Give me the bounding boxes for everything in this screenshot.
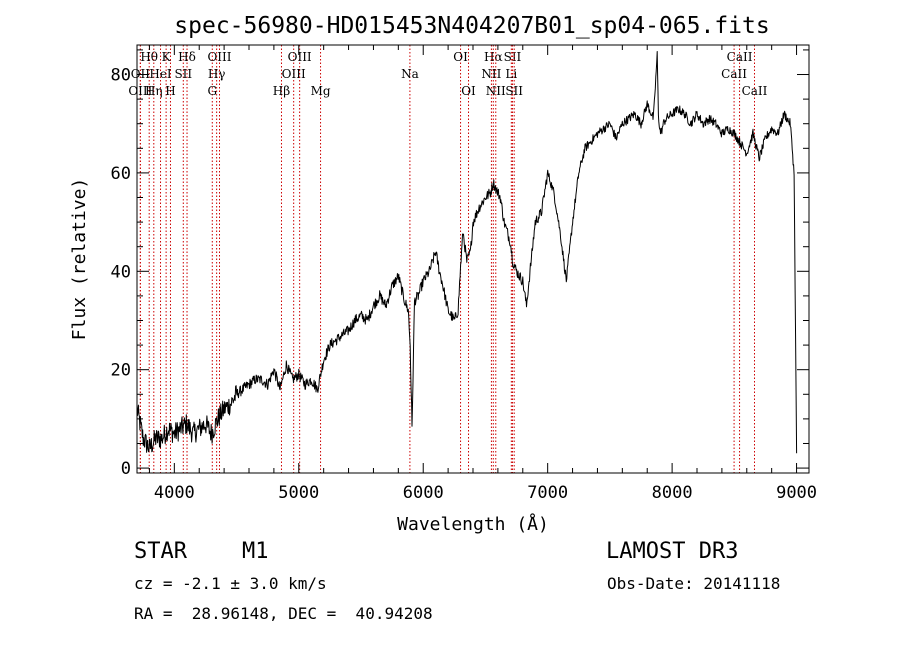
line-marker-label-3: Hη — [145, 84, 163, 98]
object-class: STAR — [134, 539, 187, 564]
coordinates-readout: RA = 28.96148, DEC = 40.94208 — [134, 604, 433, 623]
line-marker-label-12: Hβ — [273, 84, 290, 98]
y-tick-label-3: 60 — [111, 164, 131, 184]
line-marker-label-20: NII — [481, 67, 501, 81]
x-tick-label-4: 8000 — [652, 483, 693, 503]
spectrum-series-0 — [136, 51, 798, 454]
line-marker-label-2: OIII — [128, 84, 152, 98]
survey-label: LAMOST DR3 — [606, 539, 739, 564]
line-marker-label-11: G — [207, 84, 217, 98]
line-marker-label-25: CaII — [727, 50, 753, 64]
x-tick-label-5: 9000 — [776, 483, 817, 503]
line-marker-label-18: OI — [461, 84, 476, 98]
line-marker-label-23: Li — [505, 67, 517, 81]
line-marker-label-5: K — [162, 50, 172, 64]
object-subclass: M1 — [242, 539, 269, 564]
line-marker-label-27: CaII — [742, 84, 768, 98]
axis-layer: 4000 5000 6000 7000 8000 9000 0 20 40 60 80 — [111, 45, 817, 503]
line-marker-label-15: Mg — [311, 84, 331, 98]
y-tick-label-4: 80 — [111, 66, 131, 86]
line-marker-label-26: CaII — [721, 67, 747, 81]
line-marker-label-16: Na — [401, 67, 419, 81]
line-marker-label-4: HeI — [149, 67, 172, 81]
spectrum-layer — [136, 51, 798, 454]
line-marker-label-8: Hδ — [178, 50, 196, 64]
line-marker-label-14: OIII — [288, 50, 312, 64]
chart-title: spec-56980-HD015453N404207B01_sp04-065.f… — [174, 13, 769, 39]
line-marker-label-10: Hγ — [208, 67, 226, 81]
line-marker-label-9: OIII — [207, 50, 231, 64]
y-tick-label-2: 40 — [111, 262, 131, 282]
line-marker-label-19: Hα — [484, 50, 503, 64]
y-tick-label-1: 20 — [111, 361, 131, 381]
line-marker-label-24: SII — [505, 84, 523, 98]
y-axis-label: Flux (relative) — [69, 178, 90, 341]
redshift-readout: cz = -2.1 ± 3.0 km/s — [134, 574, 327, 593]
line-marker-label-21: NII — [486, 84, 506, 98]
x-tick-label-0: 4000 — [154, 483, 195, 503]
line-marker-label-7: H — [165, 84, 175, 98]
line-marker-label-17: OI — [453, 50, 468, 64]
observation-date: Obs-Date: 20141118 — [607, 574, 781, 593]
line-marker-label-13: OIII — [282, 67, 306, 81]
line-marker-label-0: Hθ — [140, 50, 158, 64]
line-marker-label-22: SII — [504, 50, 522, 64]
x-axis-label: Wavelength (Å) — [397, 513, 549, 535]
y-tick-label-0: 0 — [121, 459, 131, 479]
x-tick-label-3: 7000 — [527, 483, 568, 503]
x-tick-label-2: 6000 — [403, 483, 444, 503]
plot-frame — [136, 44, 810, 474]
line-marker-label-6: SII — [174, 67, 192, 81]
x-tick-label-1: 5000 — [278, 483, 319, 503]
